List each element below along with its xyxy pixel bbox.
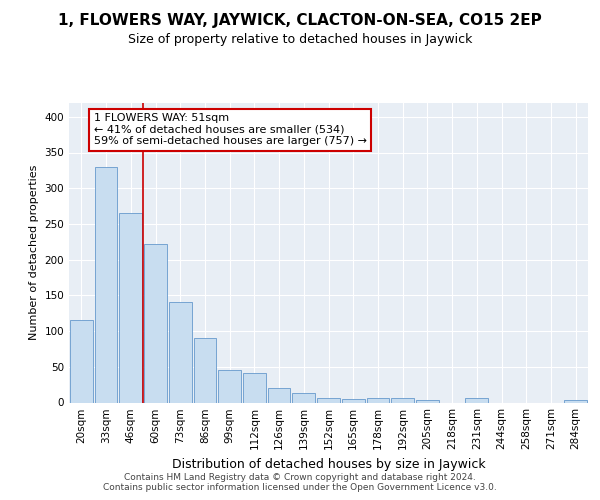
Text: Contains HM Land Registry data © Crown copyright and database right 2024.
Contai: Contains HM Land Registry data © Crown c…: [103, 473, 497, 492]
Bar: [268, 388, 290, 402]
Text: 1, FLOWERS WAY, JAYWICK, CLACTON-ON-SEA, CO15 2EP: 1, FLOWERS WAY, JAYWICK, CLACTON-ON-SEA,…: [58, 12, 542, 28]
Text: Size of property relative to detached houses in Jaywick: Size of property relative to detached ho…: [128, 32, 472, 46]
X-axis label: Distribution of detached houses by size in Jaywick: Distribution of detached houses by size …: [172, 458, 485, 471]
Bar: [95, 167, 118, 402]
Bar: [416, 400, 439, 402]
Bar: [342, 399, 365, 402]
Bar: [218, 370, 241, 402]
Bar: [317, 398, 340, 402]
Bar: [119, 213, 142, 402]
Bar: [367, 398, 389, 402]
Bar: [70, 320, 93, 402]
Text: 1 FLOWERS WAY: 51sqm
← 41% of detached houses are smaller (534)
59% of semi-deta: 1 FLOWERS WAY: 51sqm ← 41% of detached h…: [94, 113, 367, 146]
Bar: [144, 244, 167, 402]
Bar: [564, 400, 587, 402]
Bar: [194, 338, 216, 402]
Bar: [391, 398, 414, 402]
Bar: [169, 302, 191, 402]
Bar: [292, 393, 315, 402]
Bar: [243, 373, 266, 402]
Bar: [466, 398, 488, 402]
Y-axis label: Number of detached properties: Number of detached properties: [29, 165, 39, 340]
